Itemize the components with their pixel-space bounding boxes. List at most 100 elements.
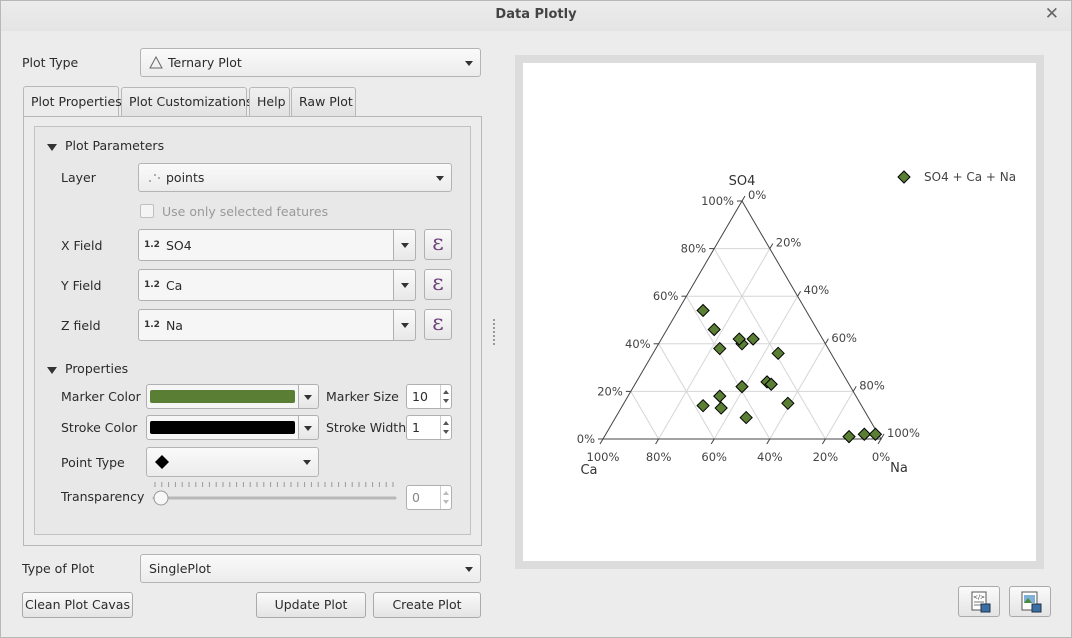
y-field-value: Ca [165, 277, 183, 293]
update-plot-button[interactable]: Update Plot [256, 592, 366, 618]
transparency-label: Transparency [61, 489, 145, 504]
data-point[interactable] [746, 332, 760, 346]
diamond-icon [155, 455, 169, 469]
save-image-button[interactable] [1009, 586, 1051, 617]
data-point[interactable] [713, 341, 727, 356]
type-of-plot-select[interactable]: SinglePlot [140, 554, 481, 583]
ternary-chart: 0% 20% 40% 60% 80% 100% 0% 20% 40% 60% 80% 100% 0% 20… [577, 170, 1016, 478]
stroke-width-label: Stroke Width [326, 420, 407, 435]
save-html-icon: </> [971, 591, 991, 613]
transparency-slider[interactable] [152, 479, 398, 507]
numeric-type-icon: 1.2 [144, 240, 160, 250]
tick-mark [824, 338, 829, 345]
so4-tick-label: 100% [701, 194, 734, 208]
svg-text:</>: </> [973, 594, 985, 601]
na-tick-label: 40% [804, 283, 830, 297]
z-expression-button[interactable]: ε [424, 309, 452, 340]
chevron-down-icon [436, 175, 444, 181]
collapse-arrow-icon[interactable] [47, 144, 57, 151]
data-point[interactable] [857, 427, 872, 441]
tab-help[interactable]: Help [249, 87, 290, 116]
marker-color-label: Marker Color [61, 389, 141, 404]
chevron-down-icon [401, 283, 409, 288]
create-plot-button[interactable]: Create Plot [373, 592, 481, 618]
tick-mark [710, 438, 715, 445]
save-html-button[interactable]: </> [958, 586, 1000, 617]
collapse-arrow-icon[interactable] [47, 367, 57, 374]
tab-plot-customizations[interactable]: Plot Customizations [121, 87, 253, 116]
data-point[interactable] [713, 389, 727, 403]
axis-title-ca: Ca [580, 463, 597, 478]
marker-color-swatch [150, 390, 295, 403]
slider-handle[interactable] [153, 490, 169, 506]
spin-arrows-icon[interactable] [440, 486, 451, 509]
point-type-select[interactable] [146, 447, 319, 477]
data-point[interactable] [732, 332, 746, 346]
selected-only-checkbox[interactable] [140, 204, 154, 218]
stroke-color-button[interactable] [146, 415, 299, 440]
z-field-select[interactable]: 1.2 Na [138, 309, 394, 341]
tab-plot-properties[interactable]: Plot Properties [23, 86, 122, 116]
title-bar[interactable]: Data Plotly ✕ [1, 1, 1071, 31]
marker-color-button[interactable] [146, 384, 299, 409]
axis-title-na: Na [890, 461, 908, 476]
data-point[interactable] [735, 379, 749, 394]
plot-type-label: Plot Type [22, 55, 79, 70]
grid-line [824, 391, 854, 440]
splitter-handle[interactable] [493, 319, 495, 345]
y-field-select[interactable]: 1.2 Ca [138, 269, 394, 301]
stroke-width-spinbox[interactable]: 1 [406, 415, 452, 440]
so4-tick-label: 80% [681, 242, 707, 256]
z-field-dropdown[interactable] [393, 309, 416, 341]
data-point[interactable] [707, 322, 721, 337]
layer-select[interactable]: points [138, 163, 452, 192]
chevron-down-icon [401, 243, 409, 248]
close-icon[interactable]: ✕ [1044, 4, 1059, 24]
tick-mark [852, 386, 857, 392]
plot-type-select[interactable]: Ternary Plot [140, 48, 481, 77]
x-expression-button[interactable]: ε [424, 229, 452, 260]
x-field-select[interactable]: 1.2 SO4 [138, 229, 394, 261]
marker-size-spinbox[interactable]: 10 [406, 384, 452, 409]
data-point[interactable] [868, 427, 883, 441]
point-type-label: Point Type [61, 455, 125, 470]
transparency-value: 0 [412, 490, 420, 505]
tab-raw-plot[interactable]: Raw Plot [291, 87, 356, 116]
na-tick-label: 0% [748, 188, 766, 202]
ternary-frame [602, 200, 882, 440]
z-field-label: Z field [61, 318, 101, 333]
tick-mark [821, 438, 826, 445]
grid-line [769, 343, 826, 440]
clean-plot-canvas-button[interactable]: Clean Plot Cavas [22, 592, 133, 618]
data-point[interactable] [771, 346, 785, 361]
tick-mark [599, 438, 604, 445]
marker-color-dropdown[interactable] [299, 384, 319, 409]
grid-line [630, 391, 660, 440]
data-point[interactable] [764, 377, 778, 391]
plot-canvas[interactable]: 0% 20% 40% 60% 80% 100% 0% 20% 40% 60% 80% 100% 0% 20… [523, 63, 1036, 561]
spin-arrows-icon[interactable] [440, 416, 451, 439]
properties-header[interactable]: Properties [65, 361, 129, 376]
parameters-group: Plot Parameters Layer points Use only se… [34, 126, 471, 535]
data-point[interactable] [696, 303, 710, 318]
data-point[interactable] [696, 398, 710, 413]
legend-label: SO4 + Ca + Na [924, 170, 1016, 184]
selected-only-label: Use only selected features [162, 204, 329, 219]
data-point[interactable] [781, 396, 795, 411]
ca-tick-label: 40% [757, 450, 783, 464]
plot-view: 0% 20% 40% 60% 80% 100% 0% 20% 40% 60% 80% 100% 0% 20… [515, 55, 1044, 569]
spin-arrows-icon[interactable] [440, 385, 451, 408]
x-field-dropdown[interactable] [393, 229, 416, 261]
save-image-icon [1021, 591, 1042, 613]
plot-parameters-header[interactable]: Plot Parameters [65, 138, 165, 153]
y-field-dropdown[interactable] [393, 269, 416, 301]
so4-tick-label: 0% [577, 432, 595, 446]
transparency-spinbox[interactable]: 0 [406, 485, 452, 510]
axis-title-so4: SO4 [729, 174, 756, 189]
y-expression-button[interactable]: ε [424, 269, 452, 300]
data-point[interactable] [739, 410, 753, 425]
data-point[interactable] [714, 401, 728, 415]
data-point[interactable] [842, 429, 856, 444]
stroke-color-dropdown[interactable] [299, 415, 319, 440]
